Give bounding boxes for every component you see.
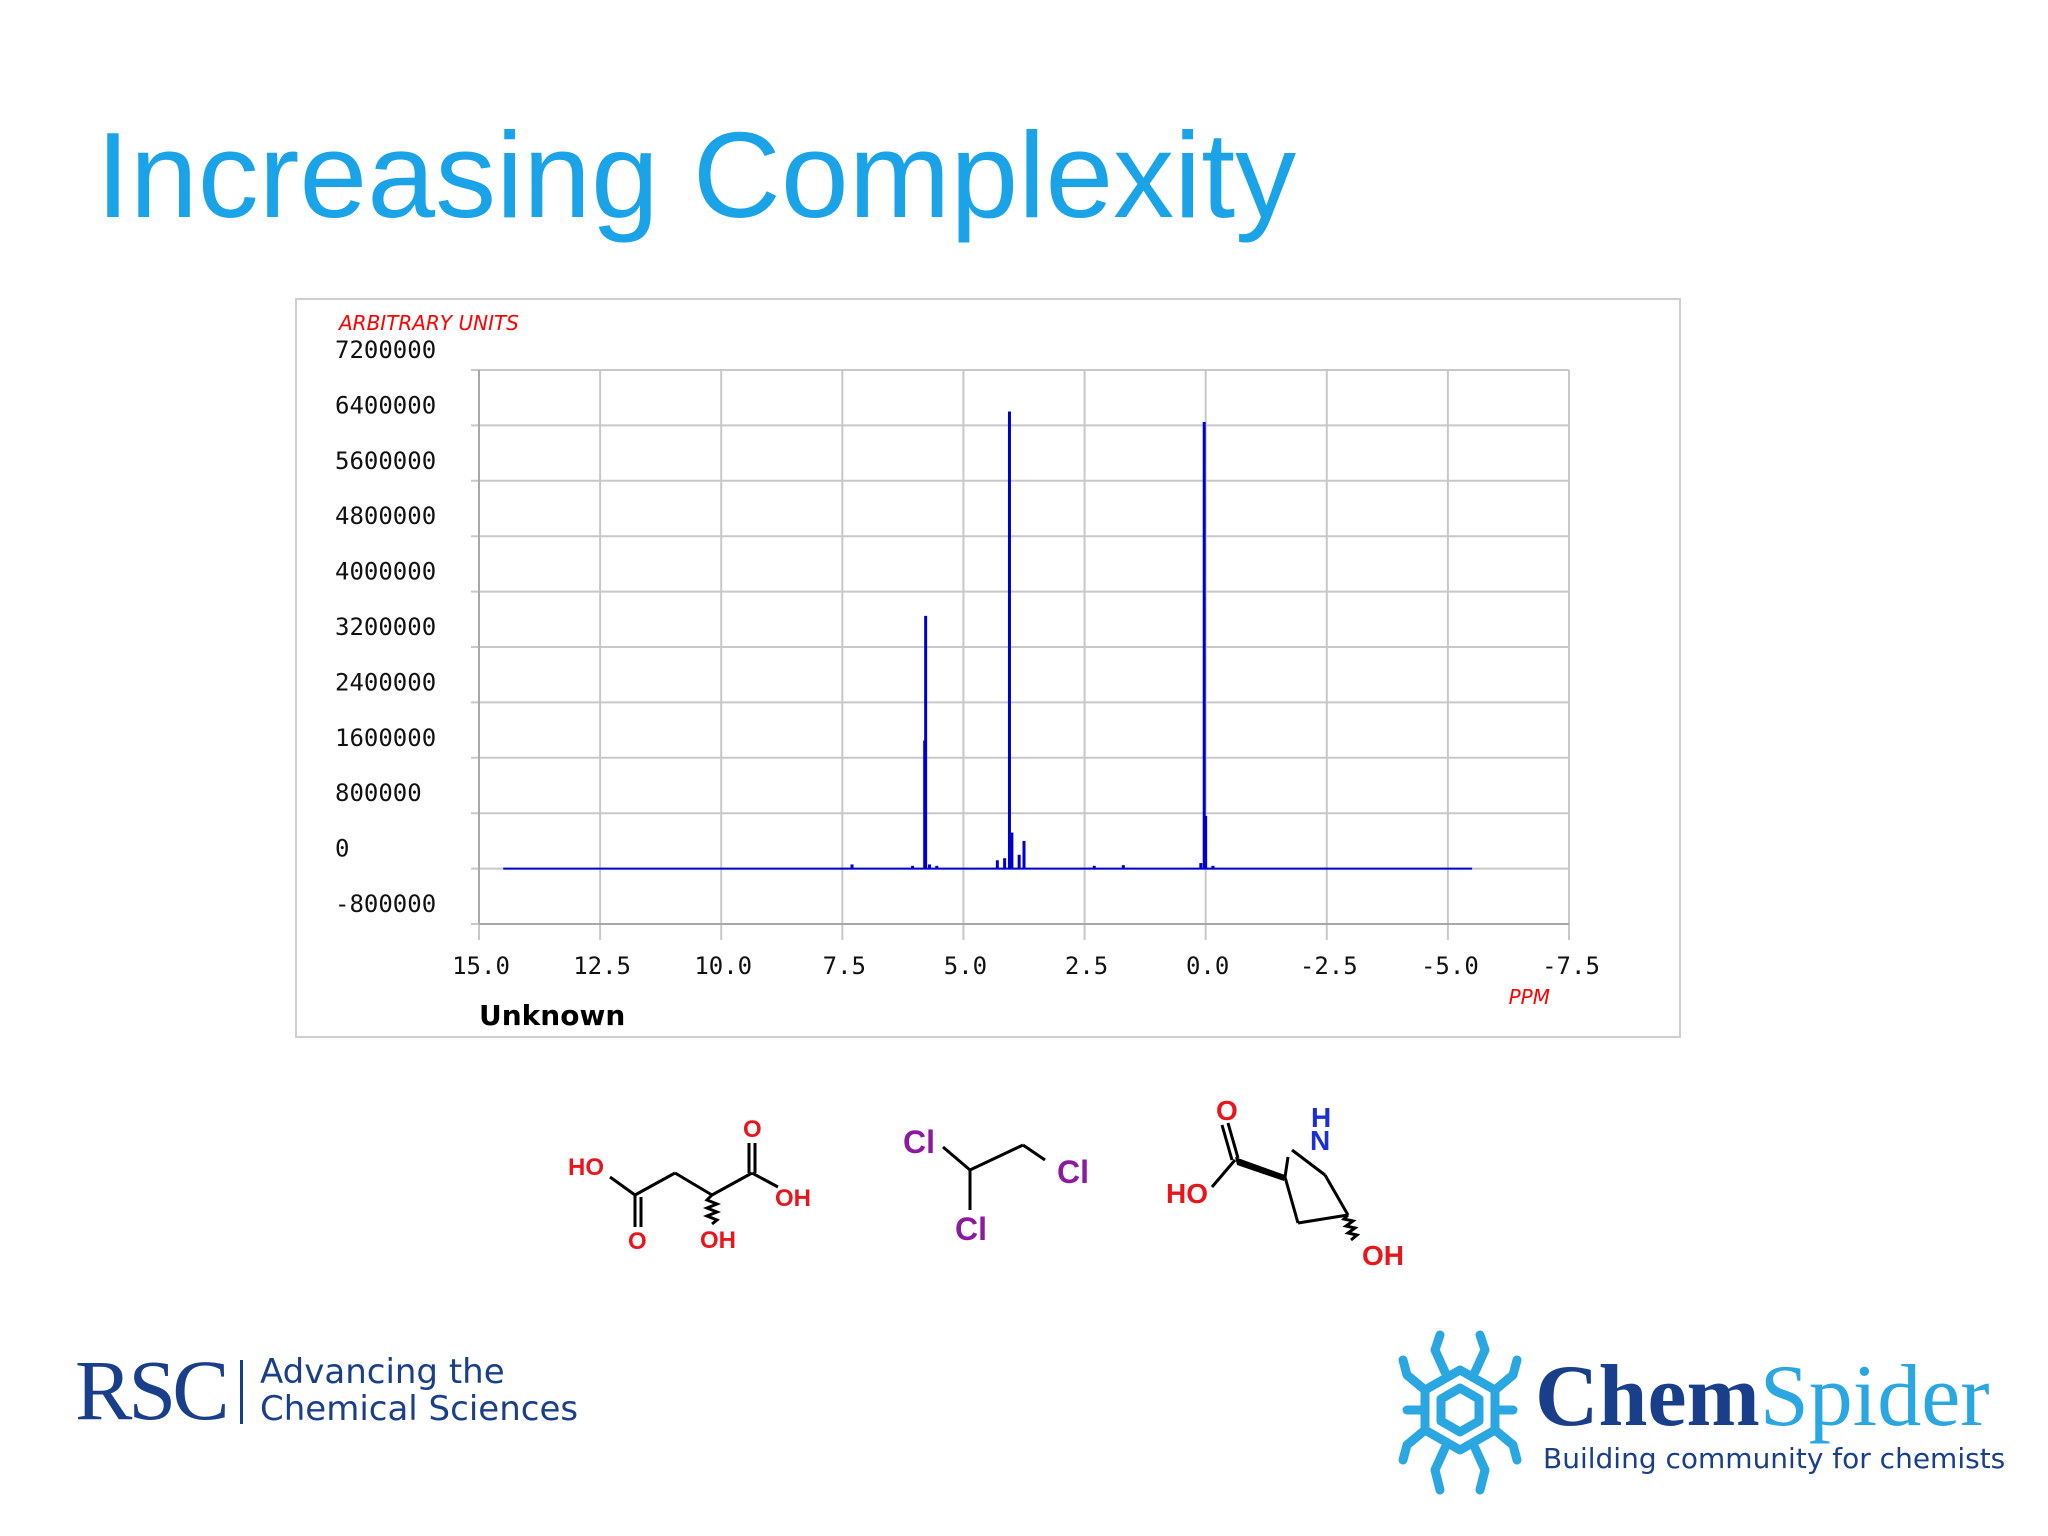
x-tick-label: -5.0: [1421, 952, 1479, 980]
hyp-o-label: O: [1216, 1095, 1238, 1126]
x-tick-label: 7.5: [823, 952, 866, 980]
hyp-n-label: N: [1310, 1125, 1330, 1156]
x-tick-label: 5.0: [944, 952, 987, 980]
slide-title: Increasing Complexity: [96, 107, 1297, 243]
malic-ho-label: HO: [568, 1154, 604, 1181]
y-tick-label: 7200000: [335, 336, 436, 364]
x-tick-label: -2.5: [1300, 952, 1358, 980]
chemspider-name-spider: Spider: [1759, 1348, 1990, 1445]
malic-o2-label: O: [743, 1116, 762, 1143]
hyp-h-label: H: [1311, 1102, 1331, 1133]
chart-caption: Unknown: [479, 999, 625, 1032]
malic-acid-structure: HO O O OH OH: [568, 1116, 811, 1255]
y-tick-label: 4800000: [335, 502, 436, 530]
cl2-label: Cl: [955, 1211, 987, 1247]
x-tick-label: 2.5: [1065, 952, 1108, 980]
y-tick-label: 0: [335, 835, 349, 863]
chart-svg: 15.0 12.5 10.0 7.5 5.0 2.5 0.0 -2.5 -5.0 -7.5 7200…: [335, 311, 1600, 1032]
nmr-spectrum-chart: 15.0 12.5 10.0 7.5 5.0 2.5 0.0 -2.5 -5.0 -7.5 7200…: [295, 298, 1681, 1038]
rsc-divider: [240, 1360, 243, 1424]
malic-o1-label: O: [628, 1228, 647, 1255]
y-tick-label: 5600000: [335, 447, 436, 475]
y-tick-label: 6400000: [335, 391, 436, 419]
x-tick-label: 12.5: [573, 952, 631, 980]
rsc-letters: RSC: [75, 1342, 230, 1438]
y-tick-label: 1600000: [335, 724, 436, 752]
y-tick-label: -800000: [335, 890, 436, 918]
hyp-oh-label: OH: [1362, 1240, 1404, 1271]
y-tick-label: 3200000: [335, 613, 436, 641]
chemspider-name-chem: Chem: [1535, 1348, 1760, 1445]
y-tick-label: 800000: [335, 779, 422, 807]
spider-icon: [1398, 1330, 1522, 1495]
rsc-tagline-line1: Advancing the: [260, 1352, 505, 1392]
cl1-label: Cl: [903, 1124, 935, 1160]
rsc-tagline-line2: Chemical Sciences: [260, 1389, 579, 1429]
chemspider-logo: ChemSpider Building community for chemis…: [1395, 1330, 2005, 1510]
x-tick-label: 15.0: [452, 952, 510, 980]
x-axis-label: PPM: [1509, 985, 1550, 1009]
cl3-label: Cl: [1057, 1154, 1089, 1190]
rsc-tagline: Advancing the Chemical Sciences: [260, 1354, 578, 1428]
malic-oh1-label: OH: [775, 1185, 811, 1212]
malic-oh2-label: OH: [700, 1227, 736, 1254]
trichloroethane-structure: Cl Cl Cl: [903, 1124, 1089, 1247]
x-tick-label: -7.5: [1542, 952, 1600, 980]
y-axis-label: ARBITRARY UNITS: [337, 311, 519, 335]
x-tick-label: 10.0: [694, 952, 752, 980]
x-tick-label: 0.0: [1186, 952, 1229, 980]
chemspider-tagline: Building community for chemists: [1543, 1442, 2006, 1475]
hyp-ho-label: HO: [1166, 1178, 1208, 1209]
hydroxyproline-structure: O HO N H OH: [1166, 1095, 1404, 1271]
y-tick-label: 2400000: [335, 668, 436, 696]
y-tick-label: 4000000: [335, 558, 436, 586]
chemspider-wordmark: ChemSpider: [1535, 1352, 1990, 1442]
